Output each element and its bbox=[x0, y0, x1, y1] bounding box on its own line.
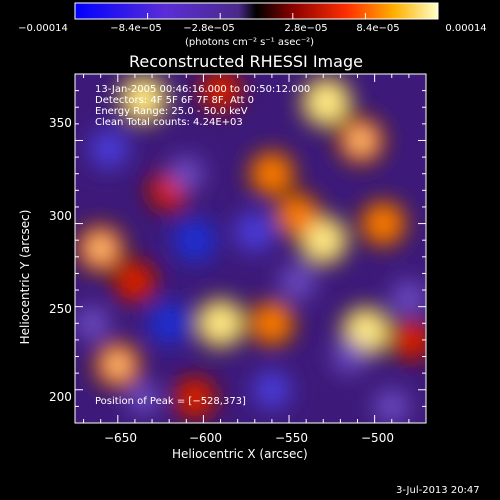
cb-tick-label: 0.00014 bbox=[445, 23, 487, 34]
heatmap-coldspot bbox=[168, 156, 204, 192]
heatmap-coldspot bbox=[331, 339, 366, 374]
heatmap-coldspot bbox=[147, 301, 191, 345]
heatmap-coldspot bbox=[126, 381, 160, 415]
heatmap-coldspot bbox=[89, 129, 129, 169]
heatmap-hotspot bbox=[176, 380, 213, 417]
annotation-clean: Clean Total counts: 4.24E+03 bbox=[95, 117, 243, 128]
annotation-peak: Position of Peak = [−528,373] bbox=[95, 396, 246, 407]
heatmap-coldspot bbox=[234, 211, 275, 252]
heatmap-coldspot bbox=[252, 370, 291, 409]
cb-tick-label: 8.4e−05 bbox=[356, 23, 400, 34]
heatmap-hotspot-core bbox=[212, 314, 230, 332]
heatmap-hotspot bbox=[203, 74, 239, 109]
heatmap-hotspot-core bbox=[353, 132, 369, 149]
colorbar-ticks bbox=[74, 13, 439, 19]
plot-frame bbox=[74, 73, 427, 424]
footer-timestamp: 3-Jul-2013 20:47 bbox=[396, 485, 480, 496]
heatmap-hotspot-core bbox=[110, 357, 126, 373]
y-axis-label: Heliocentric Y (arcsec) bbox=[18, 209, 32, 345]
heatmap-coldspot bbox=[75, 305, 110, 341]
cb-tick-label: −2.8e−05 bbox=[183, 23, 235, 34]
x-axis-label: Heliocentric X (arcsec) bbox=[172, 447, 308, 461]
heatmap-hotspot-core bbox=[135, 90, 152, 108]
heatmap-hotspot-core bbox=[317, 93, 336, 112]
heatmap-blobs bbox=[75, 74, 426, 423]
heatmap-coldspot bbox=[374, 388, 410, 423]
heatmap-hotspot bbox=[363, 204, 403, 244]
annotation-energy: Energy Range: 25.0 - 50.0 keV bbox=[95, 106, 248, 117]
x-tick-label: −600 bbox=[189, 431, 222, 445]
heatmap-hotspot-core bbox=[92, 240, 109, 257]
heatmap-hotspot bbox=[116, 263, 153, 300]
heatmap-hotspot bbox=[394, 322, 426, 358]
heatmap-coldspot bbox=[390, 280, 426, 317]
y-tick-label: 200 bbox=[49, 390, 72, 404]
heatmap-coldspot bbox=[279, 263, 316, 300]
y-tick-label: 350 bbox=[49, 116, 72, 130]
axis-ticks bbox=[75, 74, 427, 423]
x-tick-label: −550 bbox=[275, 431, 308, 445]
cb-tick-label: −8.4e−05 bbox=[110, 23, 162, 34]
heatmap-hotspot-core bbox=[357, 322, 375, 341]
x-tick-label: −500 bbox=[361, 431, 394, 445]
heatmap-coldspot bbox=[172, 218, 217, 263]
y-tick-label: 300 bbox=[49, 209, 72, 223]
chart-title: Reconstructed RHESSI Image bbox=[129, 52, 363, 71]
colorbar-units: (photons cm⁻² s⁻¹ asec⁻²) bbox=[185, 37, 315, 48]
annotation-detectors: Detectors: 4F 5F 6F 7F 8F, Att 0 bbox=[95, 95, 255, 106]
heatmap-hotspot bbox=[278, 196, 317, 235]
cb-tick-label: −0.00014 bbox=[18, 23, 68, 34]
colorbar-gradient bbox=[74, 2, 439, 20]
x-tick-label: −650 bbox=[104, 431, 137, 445]
heatmap-hotspot-core bbox=[314, 231, 332, 249]
heatmap-hotspot bbox=[252, 303, 292, 343]
cb-tick-label: 2.8e−05 bbox=[284, 23, 328, 34]
y-tick-label: 250 bbox=[49, 302, 72, 316]
annotation-time-range: 13-Jan-2005 00:46:16.000 to 00:50:12.000 bbox=[95, 84, 311, 95]
colorbar bbox=[74, 2, 439, 20]
heatmap-hotspot bbox=[252, 154, 292, 194]
